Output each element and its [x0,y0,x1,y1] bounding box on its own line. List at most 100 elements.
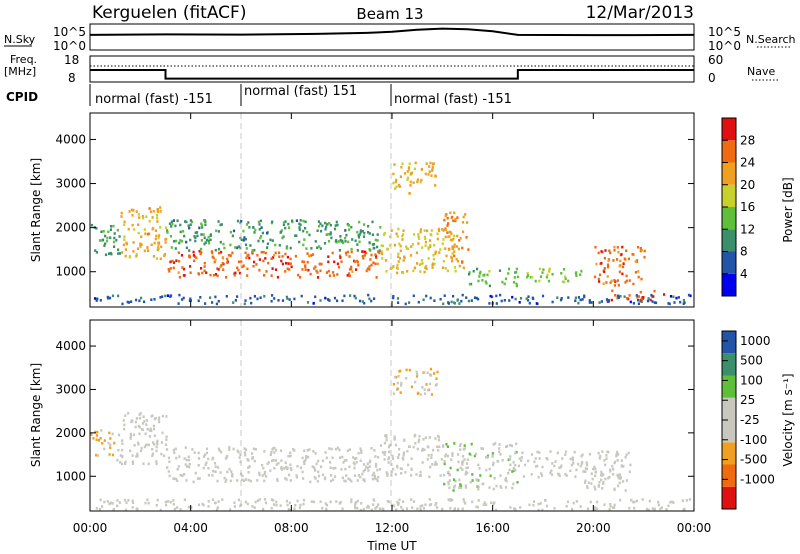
data-cell [405,368,408,372]
data-cell [623,257,626,261]
data-cell [238,456,241,459]
data-cell [344,467,347,471]
data-cell [242,239,245,242]
data-cell [617,475,620,479]
data-cell [456,216,459,219]
data-cell [495,294,498,298]
data-cell [184,220,187,223]
data-cell [330,474,333,477]
colorbar-tick-label: 12 [740,222,755,236]
data-cell [147,462,150,466]
data-cell [212,469,215,473]
data-cell [624,489,627,492]
data-cell [175,456,178,460]
data-cell [600,262,603,265]
data-cell [129,437,132,440]
colorbar-tick-label: 1000 [740,334,771,348]
data-cell [585,467,589,471]
data-cell [433,262,436,266]
data-cell [167,500,170,503]
data-cell [420,167,423,171]
data-cell [640,277,643,281]
data-cell [353,462,356,466]
data-cell [564,450,568,454]
data-cell [103,447,106,451]
data-cell [414,442,417,445]
data-cell [575,468,578,472]
data-cell [529,276,532,279]
data-cell [452,294,455,298]
data-cell [177,271,180,274]
data-cell [176,468,179,471]
data-cell [185,246,188,250]
data-cell [595,262,598,266]
data-cell [100,429,103,432]
data-cell [507,272,510,275]
data-cell [321,506,324,510]
data-cell [434,437,437,440]
data-cell [344,236,347,240]
data-cell [280,229,283,232]
data-cell [383,458,386,461]
y-tick-label: 3000 [55,177,86,191]
data-cell [567,279,570,283]
data-cell [442,259,445,263]
nsky-label: N.Sky [4,33,36,46]
data-cell [242,229,245,233]
data-cell [306,230,309,234]
data-cell [289,451,292,455]
data-cell [376,239,379,242]
data-cell [628,470,631,474]
data-cell [214,248,217,252]
data-cell [653,289,656,293]
data-cell [256,499,260,502]
data-cell [571,507,574,511]
data-cell [485,282,488,285]
data-cell [296,465,299,468]
data-cell [584,467,587,470]
data-cell [425,267,428,271]
data-cell [570,463,573,467]
data-cell [512,281,516,284]
data-cell [140,428,144,431]
data-cell [585,461,588,464]
data-cell [350,480,353,483]
data-cell [305,247,308,250]
data-cell [312,301,315,305]
data-cell [146,498,149,501]
data-cell [156,214,159,217]
data-cell [616,258,619,261]
data-cell [286,255,289,259]
data-cell [508,267,511,271]
data-cell [194,236,197,239]
data-cell [458,239,461,242]
data-cell [131,501,135,505]
colorbar-tick-label: 25 [740,393,755,407]
data-cell [121,442,124,446]
data-cell [469,480,472,484]
data-cell [363,231,366,235]
data-cell [348,274,351,278]
colorbar-swatch [722,140,736,163]
data-cell [132,250,135,253]
data-cell [262,507,265,511]
data-cell [169,295,172,298]
data-cell [444,214,447,218]
data-cell [175,259,178,262]
data-cell [367,224,370,228]
data-cell [270,506,273,510]
data-cell [628,506,631,510]
data-cell [450,458,453,461]
data-cell [203,236,206,240]
data-cell [184,446,187,449]
data-cell [398,257,402,260]
data-cell [315,462,318,466]
data-cell [478,272,481,275]
data-cell [602,282,605,286]
data-cell [279,230,283,234]
data-cell [281,236,284,240]
data-cell [457,507,460,511]
data-cell [339,500,342,504]
data-cell [428,436,431,439]
